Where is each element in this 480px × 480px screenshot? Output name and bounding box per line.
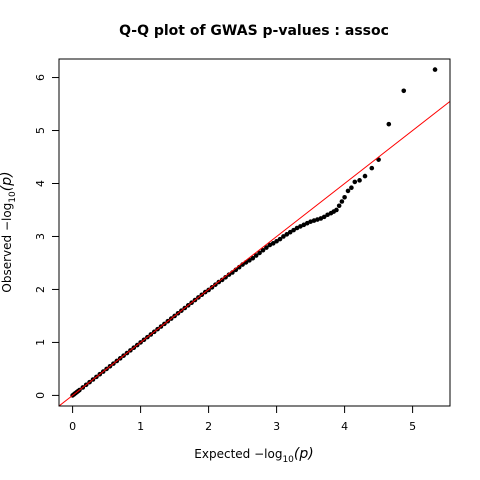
x-axis: 0 1 2 3 4 5 (69, 406, 416, 433)
data-point (223, 274, 228, 280)
y-tick-label: 1 (34, 339, 47, 346)
data-point (352, 179, 358, 185)
data-point (342, 194, 347, 200)
x-tick-label: 2 (205, 420, 212, 433)
data-point (264, 245, 269, 250)
y-axis-label: Observed −log10(p) (0, 171, 18, 292)
x-tick-label: 1 (137, 420, 144, 433)
y-tick-label: 5 (34, 127, 47, 134)
y-tick-label: 6 (34, 74, 47, 81)
data-point (401, 88, 407, 94)
data-point (321, 214, 327, 220)
data-point (270, 241, 276, 246)
data-point (386, 121, 392, 127)
data-point (284, 232, 290, 237)
data-point (432, 67, 438, 72)
data-point (257, 250, 262, 256)
x-axis-label: Expected −log10(p) (194, 446, 313, 465)
data-point (357, 178, 362, 183)
x-tick-label: 4 (341, 420, 348, 433)
data-point (291, 227, 296, 233)
data-point (219, 277, 225, 283)
data-point (281, 234, 286, 239)
plot-frame (58, 58, 451, 407)
data-point (334, 207, 339, 213)
data-point (226, 272, 232, 277)
data-point (362, 173, 368, 179)
y-tick-label: 0 (34, 392, 47, 399)
x-tick-label: 0 (69, 420, 76, 433)
data-point (250, 255, 256, 261)
data-point (287, 229, 293, 235)
data-point (339, 199, 345, 204)
data-point (277, 236, 283, 242)
x-tick-label: 5 (409, 420, 416, 433)
x-tick-label: 3 (273, 420, 280, 433)
y-tick-label: 2 (34, 286, 47, 293)
data-point (274, 238, 279, 244)
reference-line (59, 100, 450, 406)
y-tick-label: 3 (34, 233, 47, 240)
data-point (336, 203, 342, 209)
y-axis: 0 1 2 3 4 5 6 (34, 74, 59, 399)
data-point (260, 247, 266, 253)
data-point (345, 188, 351, 194)
data-point (253, 253, 259, 258)
chart-title: Q-Q plot of GWAS p-values : assoc (119, 23, 389, 39)
data-point (369, 165, 375, 171)
y-tick-label: 4 (34, 180, 47, 187)
data-point (349, 185, 354, 191)
